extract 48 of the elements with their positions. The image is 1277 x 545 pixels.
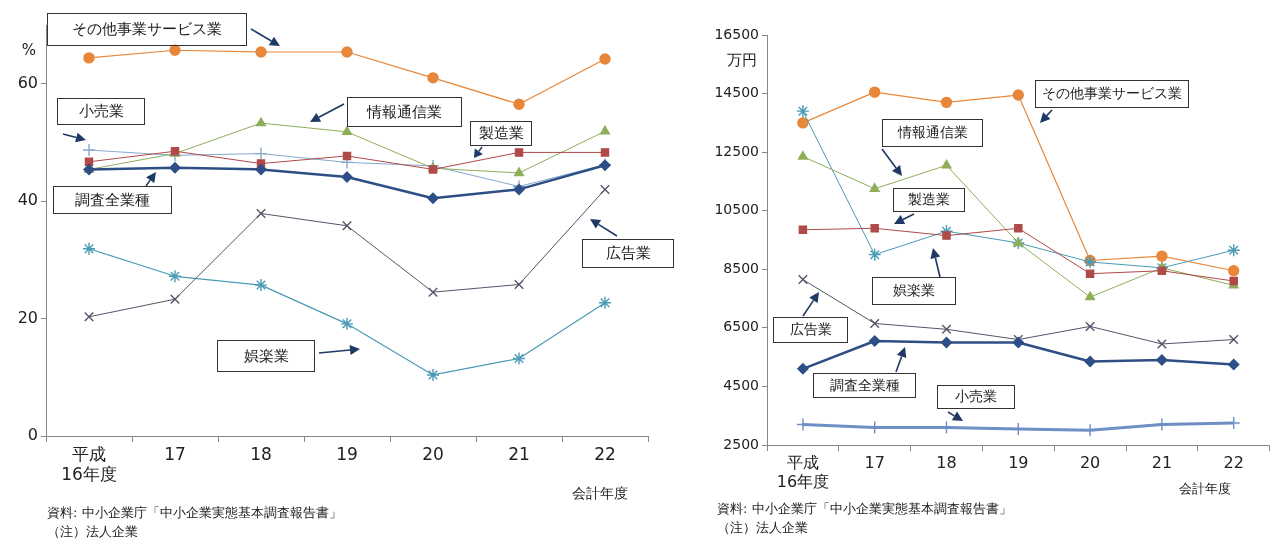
y-tick-label: 10500 bbox=[714, 201, 759, 218]
y-tick-label: 20 bbox=[17, 307, 38, 327]
text: （注）法人企業 bbox=[717, 519, 808, 537]
x-tick-label: 21 bbox=[508, 443, 530, 464]
y-tick-label: 8500 bbox=[723, 259, 759, 276]
y-tick-label: 14500 bbox=[714, 84, 759, 101]
y-axis-title: 万円 bbox=[727, 50, 757, 69]
series-label: 娯楽業 bbox=[893, 282, 935, 300]
y-axis-title: % bbox=[21, 40, 36, 59]
x-tick-label: 18 bbox=[250, 443, 272, 464]
x-axis-title: 会計年度 bbox=[572, 485, 628, 503]
text: 娯楽業 bbox=[243, 346, 289, 366]
y-tick-label: 0 bbox=[27, 425, 38, 445]
y-tick-label: 6500 bbox=[723, 318, 759, 335]
series-label: 小売業 bbox=[78, 102, 124, 121]
series-label: 情報通信業 bbox=[367, 102, 442, 122]
x-tick-label: 19 bbox=[336, 443, 358, 464]
text: （注）法人企業 bbox=[47, 523, 138, 541]
series-label: 広告業 bbox=[789, 321, 832, 339]
y-tick-label: 16500 bbox=[714, 25, 759, 42]
x-axis-title: 会計年度 bbox=[1179, 480, 1231, 498]
x-tick-label: 平成 16年度 bbox=[61, 443, 117, 485]
text: 情報通信業 bbox=[897, 124, 968, 142]
y-tick-label: 2500 bbox=[723, 435, 759, 452]
text: 資料: 中小企業庁「中小企業実態基本調査報告書」 bbox=[717, 500, 1012, 518]
series-label: 製造業 bbox=[908, 191, 950, 209]
series-label: 製造業 bbox=[478, 124, 524, 143]
series-label: 調査全業種 bbox=[829, 376, 900, 395]
y-tick-label: 12500 bbox=[714, 142, 759, 159]
x-tick-label: 17 bbox=[864, 452, 885, 472]
series-label: 調査全業種 bbox=[75, 190, 150, 210]
x-tick-label: 19 bbox=[1008, 452, 1029, 472]
x-tick-label: 22 bbox=[1223, 452, 1244, 472]
x-tick-label: 20 bbox=[1079, 452, 1101, 472]
text: 資料: 中小企業庁「中小企業実態基本調査報告書」 bbox=[47, 504, 342, 522]
series-label: その他事業サービス業 bbox=[1042, 85, 1182, 103]
y-tick-label: 40 bbox=[17, 190, 38, 210]
x-tick-label: 17 bbox=[164, 443, 186, 464]
x-tick-label: 22 bbox=[594, 443, 616, 464]
series-label: 小売業 bbox=[955, 388, 997, 406]
y-tick-label: 60 bbox=[17, 72, 38, 92]
x-tick-label: 20 bbox=[422, 443, 444, 464]
text: 広告業 bbox=[605, 244, 651, 263]
x-tick-label: 18 bbox=[936, 452, 957, 472]
x-tick-label: 21 bbox=[1151, 452, 1173, 472]
series-label: その他事業サービス業 bbox=[72, 20, 222, 39]
y-tick-label: 4500 bbox=[723, 377, 759, 394]
x-tick-label: 平成 16年度 bbox=[776, 452, 830, 491]
